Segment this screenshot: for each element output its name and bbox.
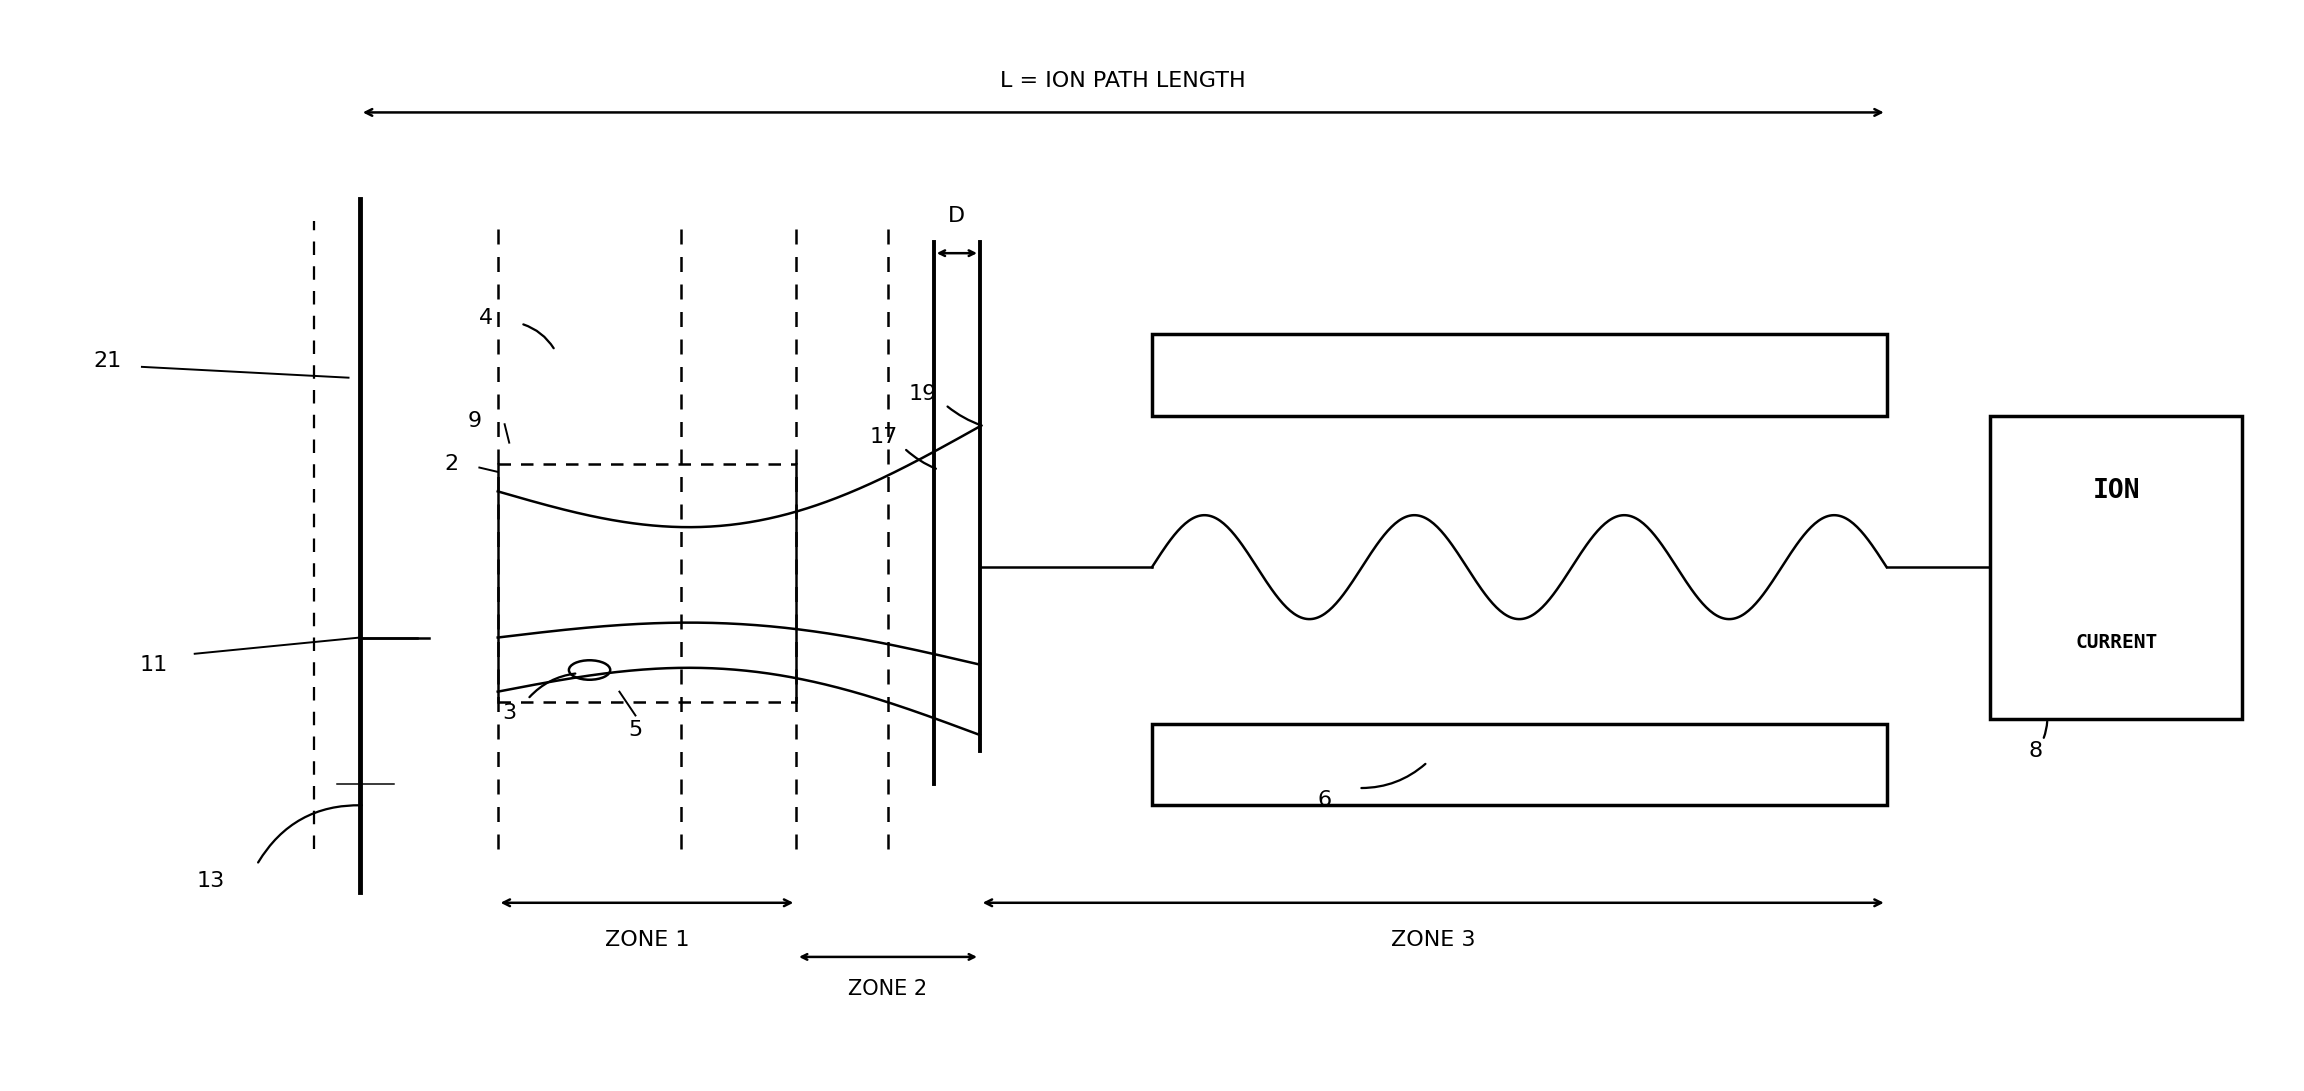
Text: ZONE 3: ZONE 3 (1392, 930, 1475, 950)
Text: 2: 2 (445, 454, 458, 475)
Text: CURRENT: CURRENT (2076, 634, 2157, 652)
Text: ION: ION (2092, 478, 2140, 504)
Text: 21: 21 (94, 351, 122, 371)
Text: 5: 5 (629, 720, 643, 740)
Text: ZONE 1: ZONE 1 (604, 930, 689, 950)
Text: 9: 9 (468, 411, 482, 431)
Text: 6: 6 (1318, 790, 1332, 810)
Text: 13: 13 (196, 871, 226, 891)
Text: 8: 8 (2030, 741, 2044, 762)
Text: 3: 3 (502, 704, 516, 723)
Bar (1152, 724, 1887, 805)
Text: 4: 4 (479, 308, 493, 328)
Text: 17: 17 (869, 428, 899, 447)
Bar (1152, 334, 1887, 416)
Text: L = ION PATH LENGTH: L = ION PATH LENGTH (1000, 71, 1246, 91)
Text: 11: 11 (138, 655, 168, 674)
Text: 19: 19 (908, 384, 935, 404)
Bar (1991, 416, 2242, 719)
Text: D: D (949, 206, 965, 226)
Text: ZONE 2: ZONE 2 (848, 979, 929, 998)
